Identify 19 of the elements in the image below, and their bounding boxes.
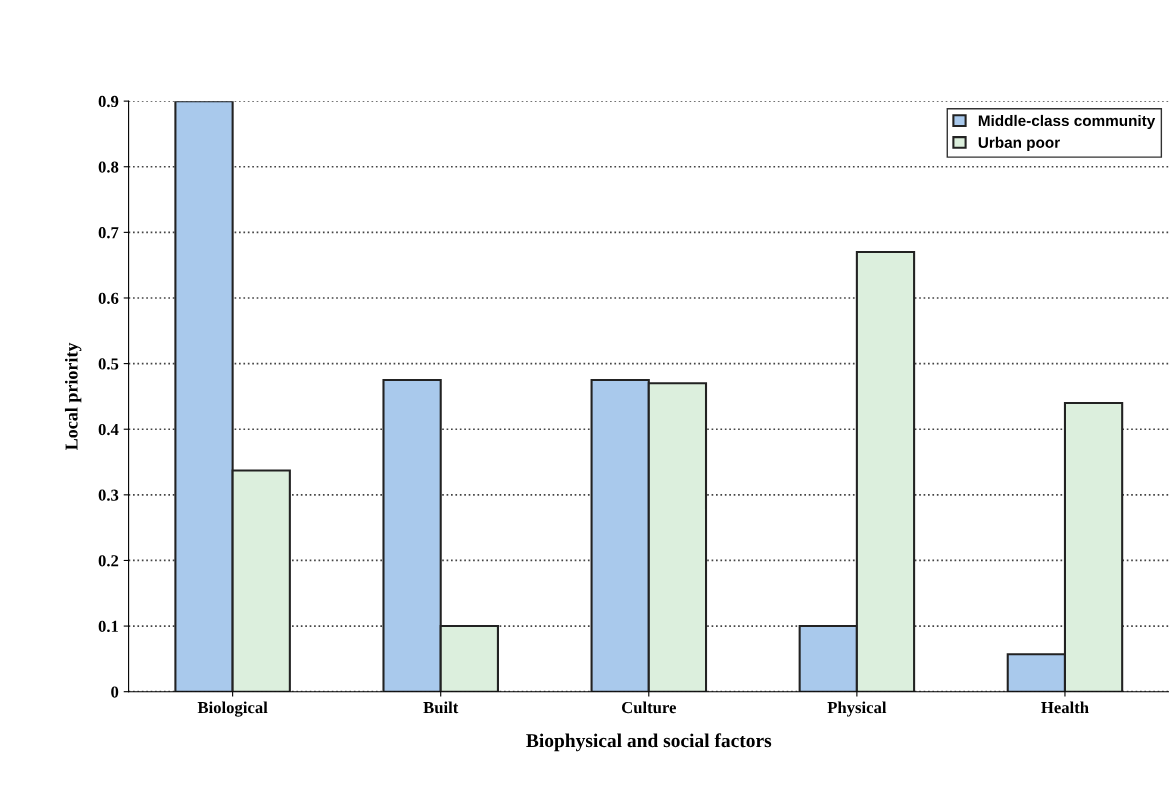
y-tick-label: 0.8 (98, 161, 119, 173)
x-tick-label: Health (1041, 701, 1089, 714)
y-tick-label: 0.4 (98, 423, 119, 436)
y-tick-label: 0 (111, 686, 119, 698)
x-axis-title: Biophysical and social factors (526, 733, 772, 752)
y-axis-title: Local priority (64, 342, 82, 451)
y-tick-label: 0.3 (98, 489, 119, 501)
legend-label: Middle-class community (978, 114, 1156, 130)
x-tick-label: Biological (197, 701, 268, 717)
y-tick-label: 0.7 (98, 227, 119, 239)
x-tick-label: Culture (621, 701, 676, 714)
x-tick-label: Built (423, 701, 459, 714)
x-tick-label: Physical (827, 701, 887, 717)
y-tick-label: 0.1 (98, 620, 119, 633)
y-tick-label: 0.9 (98, 95, 119, 108)
y-tick-label: 0.6 (98, 292, 119, 304)
y-tick-label: 0.5 (98, 358, 119, 370)
legend-label: Urban poor (978, 136, 1060, 151)
y-tick-label: 0.2 (98, 555, 119, 567)
